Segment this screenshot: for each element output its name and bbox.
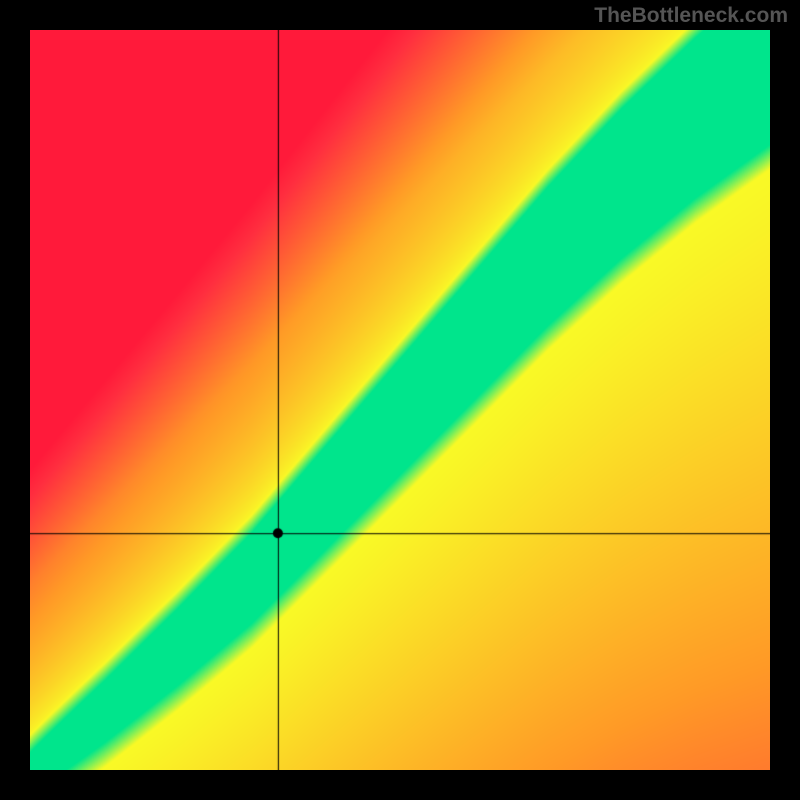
attribution-label: TheBottleneck.com: [594, 4, 788, 28]
chart-container: TheBottleneck.com: [0, 0, 800, 800]
heatmap-canvas: [30, 30, 770, 770]
plot-area: [30, 30, 770, 770]
